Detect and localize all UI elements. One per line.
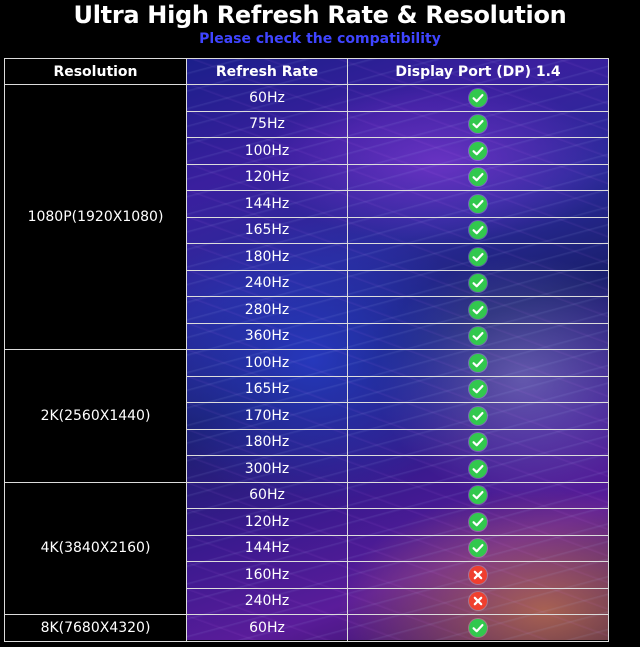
dp-support-cell <box>347 428 609 456</box>
refresh-rate-cell: 240Hz <box>186 587 348 615</box>
refresh-rate-cell: 120Hz <box>186 508 348 536</box>
dp-support-cell <box>347 190 609 218</box>
refresh-rate-cell: 280Hz <box>186 296 348 324</box>
table-row: 2K(2560X1440) 100Hz <box>4 349 609 483</box>
refresh-rate-cell: 240Hz <box>186 269 348 297</box>
check-icon <box>469 221 487 240</box>
refresh-rate-cell: 165Hz <box>186 375 348 403</box>
resolution-cell: 2K(2560X1440) <box>4 349 187 483</box>
refresh-rate-cell: 165Hz <box>186 216 348 244</box>
table-row: 120Hz <box>5 508 609 536</box>
dp-support-cell <box>347 375 609 403</box>
compatibility-table: Resolution Refresh Rate Display Port (DP… <box>4 58 609 642</box>
header-resolution: Resolution <box>4 58 187 85</box>
table-row: 300Hz <box>5 455 609 483</box>
table-row: 4K(3840X2160) 60Hz <box>4 481 609 615</box>
table-row: 1080P(1920X1080) 60Hz <box>4 84 609 350</box>
check-icon <box>469 406 487 425</box>
dp-support-cell <box>347 455 609 483</box>
table-body: 1080P(1920X1080) 60Hz 75Hz 100Hz 120Hz 144Hz 1… <box>4 84 609 642</box>
resolution-cell: 4K(3840X2160) <box>4 481 187 615</box>
page-subtitle: Please check the compatibility <box>199 31 441 47</box>
dp-support-cell <box>347 269 609 297</box>
dp-support-cell <box>347 587 609 615</box>
dp-support-cell <box>347 614 609 642</box>
table-row: 170Hz <box>5 402 609 430</box>
check-icon <box>469 300 487 319</box>
refresh-rate-cell: 170Hz <box>186 402 348 430</box>
table-row: 144Hz <box>5 534 609 562</box>
check-icon <box>469 539 487 558</box>
cross-icon <box>469 565 487 584</box>
table-row: 240Hz <box>5 269 609 297</box>
check-icon <box>469 88 487 107</box>
table-row: 144Hz <box>5 190 609 218</box>
check-icon <box>469 433 487 452</box>
dp-support-cell <box>347 216 609 244</box>
refresh-rate-cell: 60Hz <box>186 481 348 509</box>
refresh-rate-cell: 100Hz <box>186 137 348 165</box>
table-row: 165Hz <box>5 216 609 244</box>
compatibility-table-wrap: Resolution Refresh Rate Display Port (DP… <box>4 58 609 642</box>
table-row: 165Hz <box>5 375 609 403</box>
dp-support-cell <box>347 84 609 112</box>
resolution-cell: 1080P(1920X1080) <box>4 84 187 350</box>
header-refresh-rate: Refresh Rate <box>186 58 348 85</box>
refresh-rate-cell: 60Hz <box>186 614 348 642</box>
refresh-rate-cell: 180Hz <box>186 243 348 271</box>
check-icon <box>469 168 487 187</box>
refresh-rate-cell: 360Hz <box>186 322 348 350</box>
dp-support-cell <box>347 110 609 138</box>
check-icon <box>469 380 487 399</box>
check-icon <box>469 194 487 213</box>
dp-support-cell <box>347 296 609 324</box>
check-icon <box>469 274 487 293</box>
cross-icon <box>469 592 487 611</box>
refresh-rate-cell: 75Hz <box>186 110 348 138</box>
check-icon <box>469 512 487 531</box>
check-icon <box>469 141 487 160</box>
table-row: 280Hz <box>5 296 609 324</box>
table-header-row: Resolution Refresh Rate Display Port (DP… <box>4 58 609 85</box>
refresh-rate-cell: 60Hz <box>186 84 348 112</box>
dp-support-cell <box>347 349 609 377</box>
check-icon <box>469 247 487 266</box>
resolution-cell: 8K(7680X4320) <box>4 614 187 642</box>
table-row: 120Hz <box>5 163 609 191</box>
refresh-rate-cell: 120Hz <box>186 163 348 191</box>
page-title: Ultra High Refresh Rate & Resolution <box>73 1 567 29</box>
dp-support-cell <box>347 534 609 562</box>
dp-support-cell <box>347 243 609 271</box>
header-display-port: Display Port (DP) 1.4 <box>347 58 609 85</box>
table-row: 75Hz <box>5 110 609 138</box>
dp-support-cell <box>347 137 609 165</box>
table-row: 360Hz <box>5 322 609 350</box>
check-icon <box>469 618 487 637</box>
table-row: 100Hz <box>5 137 609 165</box>
refresh-rate-cell: 144Hz <box>186 190 348 218</box>
check-icon <box>469 486 487 505</box>
dp-support-cell <box>347 322 609 350</box>
dp-support-cell <box>347 561 609 589</box>
refresh-rate-cell: 144Hz <box>186 534 348 562</box>
table-row: 240Hz <box>5 587 609 615</box>
refresh-rate-cell: 100Hz <box>186 349 348 377</box>
check-icon <box>469 115 487 134</box>
refresh-rate-cell: 180Hz <box>186 428 348 456</box>
dp-support-cell <box>347 163 609 191</box>
check-icon <box>469 327 487 346</box>
dp-support-cell <box>347 508 609 536</box>
refresh-rate-cell: 160Hz <box>186 561 348 589</box>
table-row: 180Hz <box>5 428 609 456</box>
table-row: 160Hz <box>5 561 609 589</box>
table-row: 180Hz <box>5 243 609 271</box>
table-row: 8K(7680X4320) 60Hz <box>4 614 609 642</box>
check-icon <box>469 459 487 478</box>
dp-support-cell <box>347 481 609 509</box>
refresh-rate-cell: 300Hz <box>186 455 348 483</box>
check-icon <box>469 353 487 372</box>
dp-support-cell <box>347 402 609 430</box>
